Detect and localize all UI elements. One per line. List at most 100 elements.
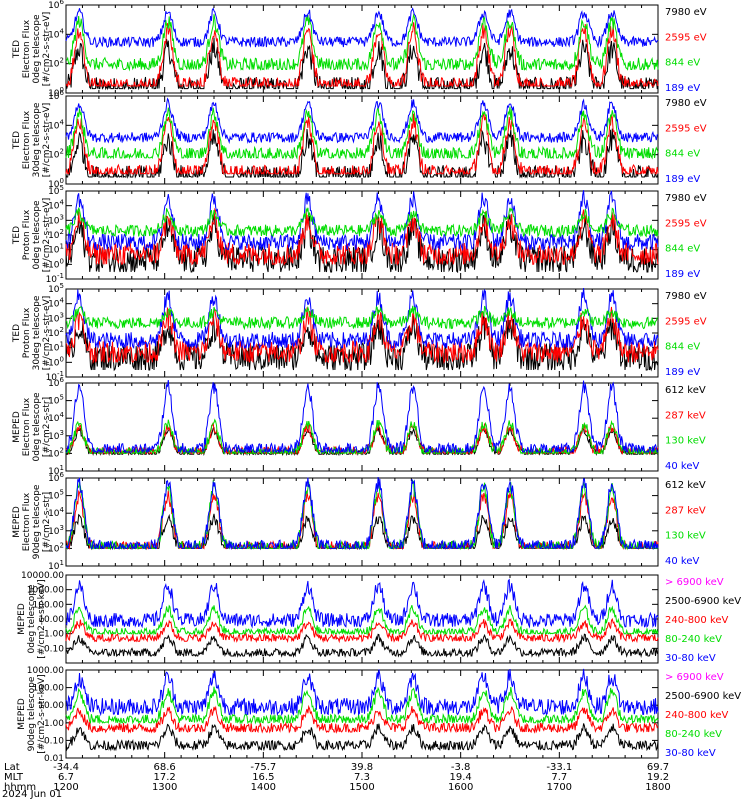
y-tick-label: 100 (48, 177, 64, 190)
y-tick-label: 103 (48, 524, 64, 537)
x-row-value: 6.7 (58, 772, 74, 783)
y-tick-label: 102 (48, 228, 64, 241)
y-axis-label-line: MEPED (12, 411, 22, 443)
y-tick-label: 102 (48, 57, 64, 70)
legend-entry: 7980 eV (665, 98, 707, 109)
series-line (65, 305, 659, 331)
y-tick-label: 102 (48, 148, 64, 161)
y-axis-label-line: Proton Flux (22, 307, 32, 358)
legend-entry: 240-800 keV (665, 615, 729, 626)
panel-6: 101 102 103 104 105 106 MEPED Electron Flux 90de… (12, 471, 706, 572)
x-row-value: 1400 (251, 782, 276, 793)
legend-entry: 844 eV (665, 149, 700, 160)
y-axis-label-line: [#/cm2-s-str-keV] (37, 674, 47, 753)
legend-entry: 80-240 keV (665, 634, 722, 645)
legend-entry: 612 keV (665, 480, 706, 491)
y-axis-label-line: Proton Flux (22, 209, 32, 260)
legend-entry: 7980 eV (665, 193, 707, 204)
y-tick-label: 1.00 (44, 630, 64, 640)
panel-5: 101 102 103 104 105 106 MEPED Electron Flux 0deg… (12, 376, 706, 477)
legend-entry: 844 eV (665, 342, 700, 353)
legend-entry: 287 keV (665, 505, 706, 516)
legend-entry: 2595 eV (665, 316, 707, 327)
x-row-value: 17.2 (154, 772, 176, 783)
legend-entry: 130 keV (665, 531, 706, 542)
y-tick-label: 105 (48, 282, 64, 295)
series-line (65, 190, 659, 252)
series-line (65, 13, 659, 72)
y-tick-label: 0.10 (44, 644, 64, 654)
legend-entry: 80-240 keV (665, 729, 722, 740)
series-line (65, 686, 659, 725)
y-axis-label-line: MEPED (12, 506, 22, 538)
series-line (65, 306, 659, 365)
y-tick-label: 105 (48, 394, 64, 407)
legend-entry: 7980 eV (665, 7, 707, 18)
y-tick-label: 104 (48, 118, 64, 131)
y-tick-label: 1000.00 (27, 666, 64, 676)
legend-entry: 2595 eV (665, 32, 707, 43)
x-row-value: 19.2 (647, 772, 669, 783)
y-tick-label: 0.01 (44, 754, 64, 764)
y-tick-label: 102 (48, 326, 64, 339)
y-tick-label: 10.00 (38, 701, 64, 711)
y-axis-label-line: 0deg telescope (32, 14, 42, 84)
series-line (65, 207, 659, 266)
y-tick-label: 1.00 (44, 719, 64, 729)
legend-entry: 189 eV (665, 269, 700, 280)
series-line (65, 617, 659, 644)
legend-entry: > 6900 keV (665, 672, 724, 683)
panel-frame (65, 190, 659, 280)
panel-1: 100 102 104 106 TED Electron Flux 0deg telesco… (12, 0, 707, 99)
x-row-name: hhmm (4, 782, 36, 793)
series-line (65, 578, 659, 629)
y-axis-label-line: TED (12, 324, 22, 343)
y-tick-label: 103 (48, 213, 64, 226)
y-tick-label: 106 (48, 376, 64, 389)
y-axis-label-line: 90deg telescope (27, 676, 37, 751)
x-row-value: -33.1 (546, 762, 572, 773)
legend-entry: 189 eV (665, 83, 700, 94)
y-tick-label: 10-1 (46, 370, 64, 383)
x-row-value: 19.4 (450, 772, 472, 783)
x-row-value: 1300 (152, 782, 177, 793)
series-line (65, 604, 659, 636)
y-axis-label-line: 0deg telescope (32, 392, 42, 462)
y-tick-label: 106 (48, 89, 64, 102)
legend-entry: 612 keV (665, 385, 706, 396)
y-tick-label: 104 (48, 199, 64, 212)
legend-entry: 2500-6900 keV (665, 691, 741, 702)
panel-frame (65, 477, 659, 567)
y-axis-label-line: 30deg telescope (32, 102, 42, 177)
x-row-value: 68.6 (154, 762, 176, 773)
legend-entry: 2500-6900 keV (665, 596, 741, 607)
series-line (65, 37, 658, 91)
series-line (65, 723, 659, 752)
y-tick-label: 100 (48, 355, 64, 368)
y-tick-label: 1000.00 (27, 586, 64, 596)
x-row-value: -3.8 (451, 762, 471, 773)
y-tick-label: 100 (48, 86, 64, 99)
y-tick-label: 0.10 (44, 736, 64, 746)
legend-entry: 287 keV (665, 410, 706, 421)
legend-entry: 40 keV (665, 461, 699, 472)
legend-entry: 30-80 keV (665, 653, 716, 664)
y-axis-label-line: 30deg telescope (32, 295, 42, 370)
series-line (65, 476, 659, 551)
y-tick-label: 100 (48, 257, 64, 270)
y-axis-label-line: [#/cm2-s-str-keV] (37, 579, 47, 658)
legend-entry: 189 eV (665, 174, 700, 185)
y-axis-label-line: [#/cm2-s-str-eV] (42, 103, 52, 178)
x-row-name: MLT (4, 772, 24, 783)
y-tick-label: 101 (48, 559, 64, 572)
x-row-value: 7.3 (354, 772, 370, 783)
y-axis-label-line: [#/cm2-s-str-eV] (42, 198, 52, 273)
y-tick-label: 101 (48, 243, 64, 256)
y-tick-label: 10000.00 (21, 571, 64, 581)
legend-entry: 240-800 keV (665, 710, 729, 721)
y-tick-label: 10.00 (38, 615, 64, 625)
series-line (65, 106, 659, 160)
y-tick-label: 101 (48, 464, 64, 477)
y-tick-label: 103 (48, 311, 64, 324)
